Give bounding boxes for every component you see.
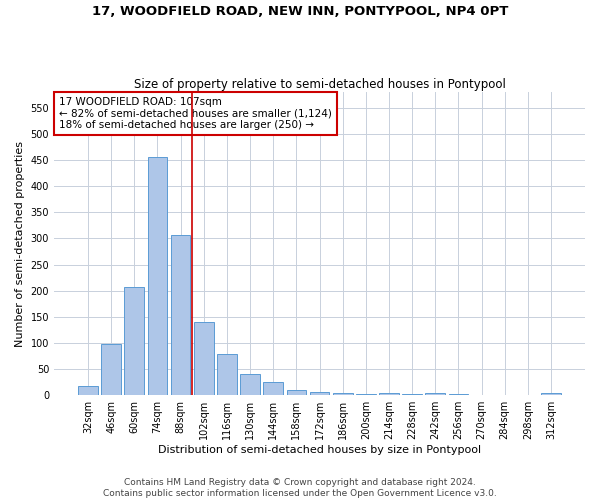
Y-axis label: Number of semi-detached properties: Number of semi-detached properties — [15, 140, 25, 346]
Bar — [217, 354, 237, 395]
Bar — [124, 287, 144, 395]
Bar — [310, 392, 329, 395]
Bar — [425, 393, 445, 395]
Text: 17 WOODFIELD ROAD: 107sqm
← 82% of semi-detached houses are smaller (1,124)
18% : 17 WOODFIELD ROAD: 107sqm ← 82% of semi-… — [59, 96, 332, 130]
Bar — [148, 157, 167, 395]
Bar — [333, 392, 353, 395]
Bar — [541, 393, 561, 395]
Bar — [356, 394, 376, 395]
Bar — [449, 394, 468, 395]
X-axis label: Distribution of semi-detached houses by size in Pontypool: Distribution of semi-detached houses by … — [158, 445, 481, 455]
Bar — [379, 392, 399, 395]
Bar — [263, 382, 283, 395]
Bar — [240, 374, 260, 395]
Bar — [402, 394, 422, 395]
Bar — [101, 344, 121, 395]
Text: 17, WOODFIELD ROAD, NEW INN, PONTYPOOL, NP4 0PT: 17, WOODFIELD ROAD, NEW INN, PONTYPOOL, … — [92, 5, 508, 18]
Bar — [472, 394, 491, 395]
Bar — [78, 386, 98, 395]
Bar — [287, 390, 306, 395]
Text: Contains HM Land Registry data © Crown copyright and database right 2024.
Contai: Contains HM Land Registry data © Crown c… — [103, 478, 497, 498]
Bar — [194, 322, 214, 395]
Title: Size of property relative to semi-detached houses in Pontypool: Size of property relative to semi-detach… — [134, 78, 505, 91]
Bar — [171, 236, 190, 395]
